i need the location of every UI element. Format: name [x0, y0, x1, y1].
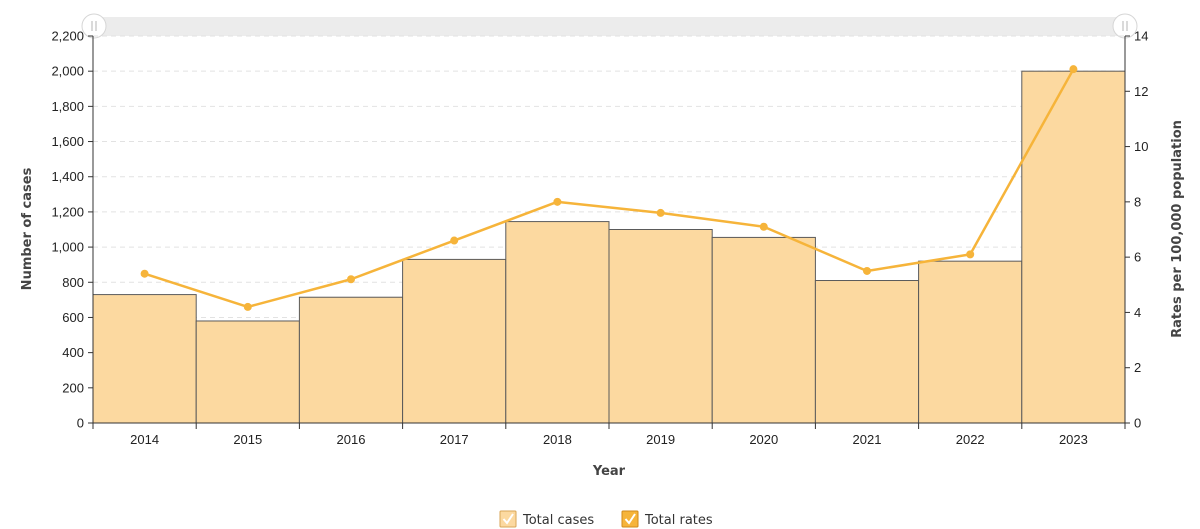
- y2-tick-label: 6: [1134, 250, 1141, 265]
- y-tick-label: 1,200: [51, 204, 84, 219]
- y-tick-label: 400: [62, 345, 84, 360]
- y-tick-label: 600: [62, 310, 84, 325]
- x-tick-label: 2016: [337, 432, 366, 447]
- checkmark-icon: [624, 513, 636, 525]
- rate-point-2017[interactable]: [450, 236, 459, 245]
- y-tick-label: 0: [77, 416, 84, 431]
- x-tick-label: 2020: [749, 432, 778, 447]
- legend-label-total-cases: Total cases: [522, 513, 594, 528]
- bar-2014[interactable]: [92, 294, 197, 424]
- y2-tick-label: 2: [1134, 360, 1141, 375]
- range-handle-right[interactable]: [1112, 13, 1138, 39]
- legend-item-total-rates[interactable]: Total rates: [621, 510, 713, 528]
- rate-point-2018[interactable]: [553, 197, 562, 206]
- range-navigator-track[interactable]: [94, 17, 1125, 36]
- axes: 0 200 400 600 800 1,000 1,200 1,400 1,600 1,800 2,…: [51, 29, 1148, 448]
- bar-2016[interactable]: [298, 296, 404, 424]
- rate-point-2021[interactable]: [863, 266, 871, 275]
- bar-2018[interactable]: [505, 221, 610, 424]
- x-tick-label: 2019: [646, 432, 675, 447]
- y2-tick-label: 10: [1134, 139, 1148, 154]
- x-tick-label: 2023: [1059, 432, 1088, 447]
- legend: Total cases Total rates: [499, 510, 713, 528]
- y2-tick-label: 12: [1134, 84, 1148, 99]
- legend-checkbox-total-cases[interactable]: [499, 510, 517, 528]
- rate-line-path: [144, 68, 1075, 309]
- rate-point-2014[interactable]: [140, 269, 149, 278]
- legend-item-total-cases[interactable]: Total cases: [499, 510, 594, 528]
- x-tick-label: 2017: [440, 432, 469, 447]
- rate-point-2022[interactable]: [966, 250, 975, 259]
- x-tick-label: 2018: [543, 432, 572, 447]
- x-tick-label: 2022: [956, 432, 985, 447]
- y-tick-label: 1,800: [51, 99, 84, 114]
- y2-tick-label: 0: [1134, 416, 1141, 431]
- bar-2022[interactable]: [918, 260, 1023, 424]
- y2-axis-title: Rates per 100,000 population: [1170, 120, 1185, 338]
- legend-label-total-rates: Total rates: [644, 513, 713, 528]
- rate-point-2019[interactable]: [656, 208, 665, 217]
- x-tick-label: 2015: [233, 432, 262, 447]
- y-tick-label: 1,400: [51, 169, 84, 184]
- bar-series-total-cases: [92, 70, 1126, 424]
- x-tick-label: 2021: [853, 432, 882, 447]
- bar-2021[interactable]: [814, 280, 920, 424]
- rate-point-2016[interactable]: [347, 275, 355, 284]
- y-tick-label: 2,000: [51, 64, 84, 79]
- y2-tick-label: 8: [1134, 194, 1141, 209]
- bar-2019[interactable]: [608, 229, 713, 424]
- y-tick-label: 1,000: [51, 240, 84, 255]
- bar-2015[interactable]: [195, 320, 300, 424]
- y2-tick-label: 4: [1134, 305, 1141, 320]
- rate-point-2020[interactable]: [759, 222, 768, 231]
- line-series-total-rates: [140, 65, 1078, 311]
- rate-point-2023[interactable]: [1069, 65, 1078, 74]
- bar-2017[interactable]: [402, 258, 507, 424]
- range-handle-left[interactable]: [81, 13, 107, 39]
- y-tick-label: 2,200: [51, 29, 84, 44]
- legend-checkbox-total-rates[interactable]: [621, 510, 639, 528]
- x-tick-label: 2014: [130, 432, 159, 447]
- y-tick-label: 800: [62, 275, 84, 290]
- y-tick-label: 200: [62, 380, 84, 395]
- x-axis-title: Year: [592, 464, 626, 479]
- y2-tick-label: 14: [1134, 29, 1148, 44]
- checkmark-icon: [502, 513, 514, 525]
- rate-point-2015[interactable]: [243, 302, 252, 311]
- bar-2020[interactable]: [711, 236, 816, 424]
- y-axis-title: Number of cases: [20, 167, 35, 290]
- bar-2023[interactable]: [1021, 70, 1126, 424]
- y-tick-label: 1,600: [51, 134, 84, 149]
